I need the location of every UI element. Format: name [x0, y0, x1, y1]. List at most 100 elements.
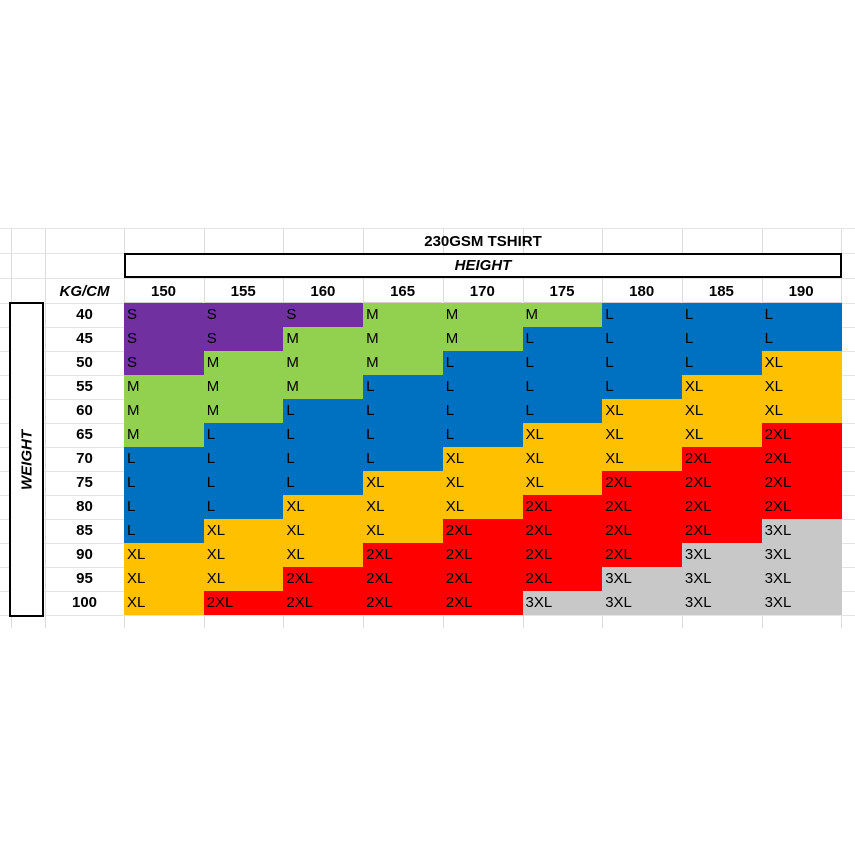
- size-cell[interactable]: 2XL: [442, 519, 523, 543]
- size-cell[interactable]: XL: [124, 567, 204, 591]
- size-cell[interactable]: L: [363, 423, 444, 447]
- size-cell[interactable]: 3XL: [522, 591, 603, 615]
- size-cell[interactable]: 2XL: [681, 495, 762, 519]
- size-cell[interactable]: XL: [363, 495, 444, 519]
- size-cell[interactable]: M: [442, 327, 523, 351]
- size-cell[interactable]: XL: [681, 399, 762, 423]
- size-cell[interactable]: 2XL: [442, 591, 523, 615]
- size-cell[interactable]: M: [522, 303, 603, 327]
- size-cell[interactable]: XL: [363, 519, 444, 543]
- size-cell[interactable]: S: [203, 327, 284, 351]
- size-cell[interactable]: 2XL: [522, 495, 603, 519]
- size-cell[interactable]: L: [124, 471, 204, 495]
- size-cell[interactable]: L: [203, 495, 284, 519]
- size-cell[interactable]: XL: [761, 399, 842, 423]
- size-cell[interactable]: XL: [761, 375, 842, 399]
- size-cell[interactable]: M: [363, 303, 444, 327]
- size-cell[interactable]: S: [124, 327, 204, 351]
- size-cell[interactable]: 2XL: [761, 495, 842, 519]
- size-cell[interactable]: 2XL: [522, 519, 603, 543]
- size-cell[interactable]: 2XL: [602, 519, 683, 543]
- size-cell[interactable]: L: [602, 375, 683, 399]
- size-cell[interactable]: M: [442, 303, 523, 327]
- size-cell[interactable]: 3XL: [761, 591, 842, 615]
- size-cell[interactable]: XL: [283, 543, 364, 567]
- size-cell[interactable]: 2XL: [602, 471, 683, 495]
- size-cell[interactable]: M: [203, 351, 284, 375]
- size-cell[interactable]: L: [761, 303, 842, 327]
- size-cell[interactable]: 3XL: [681, 591, 762, 615]
- size-cell[interactable]: XL: [363, 471, 444, 495]
- size-cell[interactable]: L: [363, 447, 444, 471]
- size-cell[interactable]: L: [124, 495, 204, 519]
- size-cell[interactable]: 2XL: [283, 591, 364, 615]
- size-cell[interactable]: XL: [283, 495, 364, 519]
- size-cell[interactable]: 3XL: [681, 543, 762, 567]
- size-cell[interactable]: M: [363, 327, 444, 351]
- size-cell[interactable]: L: [363, 375, 444, 399]
- size-cell[interactable]: 3XL: [761, 543, 842, 567]
- size-cell[interactable]: S: [124, 351, 204, 375]
- size-cell[interactable]: 2XL: [602, 543, 683, 567]
- size-cell[interactable]: XL: [681, 423, 762, 447]
- size-cell[interactable]: XL: [522, 471, 603, 495]
- size-cell[interactable]: 3XL: [681, 567, 762, 591]
- size-cell[interactable]: L: [522, 351, 603, 375]
- size-cell[interactable]: L: [681, 327, 762, 351]
- size-cell[interactable]: XL: [203, 543, 284, 567]
- size-cell[interactable]: XL: [283, 519, 364, 543]
- size-cell[interactable]: XL: [442, 495, 523, 519]
- size-cell[interactable]: XL: [442, 447, 523, 471]
- size-cell[interactable]: XL: [602, 399, 683, 423]
- size-cell[interactable]: XL: [602, 423, 683, 447]
- size-cell[interactable]: L: [363, 399, 444, 423]
- size-cell[interactable]: XL: [761, 351, 842, 375]
- size-cell[interactable]: 3XL: [761, 519, 842, 543]
- size-cell[interactable]: XL: [203, 567, 284, 591]
- size-cell[interactable]: M: [363, 351, 444, 375]
- size-cell[interactable]: XL: [442, 471, 523, 495]
- size-cell[interactable]: L: [283, 471, 364, 495]
- size-cell[interactable]: 2XL: [522, 543, 603, 567]
- size-cell[interactable]: L: [203, 423, 284, 447]
- size-cell[interactable]: L: [602, 327, 683, 351]
- size-cell[interactable]: L: [442, 399, 523, 423]
- size-cell[interactable]: M: [283, 351, 364, 375]
- size-cell[interactable]: XL: [124, 591, 204, 615]
- size-cell[interactable]: S: [203, 303, 284, 327]
- size-cell[interactable]: 2XL: [522, 567, 603, 591]
- size-cell[interactable]: 3XL: [602, 567, 683, 591]
- size-cell[interactable]: L: [602, 351, 683, 375]
- size-cell[interactable]: L: [442, 375, 523, 399]
- size-cell[interactable]: XL: [522, 447, 603, 471]
- size-cell[interactable]: L: [761, 327, 842, 351]
- size-cell[interactable]: 2XL: [681, 519, 762, 543]
- size-cell[interactable]: S: [283, 303, 364, 327]
- size-cell[interactable]: L: [522, 399, 603, 423]
- size-cell[interactable]: XL: [522, 423, 603, 447]
- size-cell[interactable]: L: [522, 327, 603, 351]
- size-cell[interactable]: L: [442, 423, 523, 447]
- size-cell[interactable]: XL: [681, 375, 762, 399]
- size-cell[interactable]: 2XL: [442, 543, 523, 567]
- size-cell[interactable]: M: [124, 423, 204, 447]
- size-cell[interactable]: 2XL: [363, 591, 444, 615]
- size-cell[interactable]: M: [283, 375, 364, 399]
- size-cell[interactable]: XL: [602, 447, 683, 471]
- size-cell[interactable]: 2XL: [442, 567, 523, 591]
- size-cell[interactable]: L: [124, 519, 204, 543]
- size-cell[interactable]: L: [283, 447, 364, 471]
- size-cell[interactable]: L: [203, 447, 284, 471]
- size-cell[interactable]: L: [681, 303, 762, 327]
- size-cell[interactable]: M: [124, 375, 204, 399]
- size-cell[interactable]: M: [283, 327, 364, 351]
- size-cell[interactable]: S: [124, 303, 204, 327]
- size-cell[interactable]: XL: [124, 543, 204, 567]
- size-cell[interactable]: 3XL: [602, 591, 683, 615]
- size-cell[interactable]: 3XL: [761, 567, 842, 591]
- size-cell[interactable]: L: [203, 471, 284, 495]
- size-cell[interactable]: L: [681, 351, 762, 375]
- size-cell[interactable]: M: [203, 399, 284, 423]
- size-cell[interactable]: XL: [203, 519, 284, 543]
- size-cell[interactable]: 2XL: [761, 447, 842, 471]
